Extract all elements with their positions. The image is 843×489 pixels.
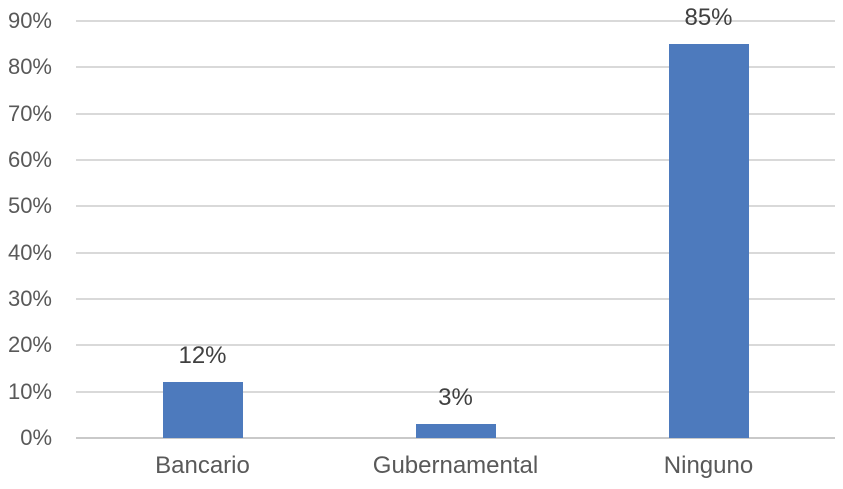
bar [415,424,496,438]
gridline [76,112,835,115]
bar [668,44,749,438]
y-tick-label: 50% [7,193,52,219]
y-tick-label: 90% [7,8,52,33]
y-tick-label: 40% [7,239,52,265]
gridline [76,205,835,208]
y-tick-label: 60% [7,147,52,172]
bar-data-label: 3% [438,384,473,412]
x-category-label: Bancario [155,452,250,479]
bar [162,382,243,438]
y-tick-label: 20% [7,332,52,358]
x-axis-line [76,437,835,439]
y-tick-label: 80% [7,54,52,80]
gridline [76,390,835,393]
gridline [76,20,835,22]
gridline [76,66,835,69]
bar-data-label: 12% [178,342,227,370]
x-category-label: Ninguno [663,452,754,479]
y-tick-label: 30% [7,286,52,311]
bar-data-label: 85% [684,4,733,32]
gridline [76,159,835,161]
x-category-label: Gubernamental [372,452,539,479]
y-tick-label: 10% [7,378,52,404]
gridline [76,344,835,347]
gridline [76,298,835,300]
y-tick-label: 70% [7,100,52,126]
y-tick-label: 0% [20,425,52,450]
gridline [76,251,835,254]
